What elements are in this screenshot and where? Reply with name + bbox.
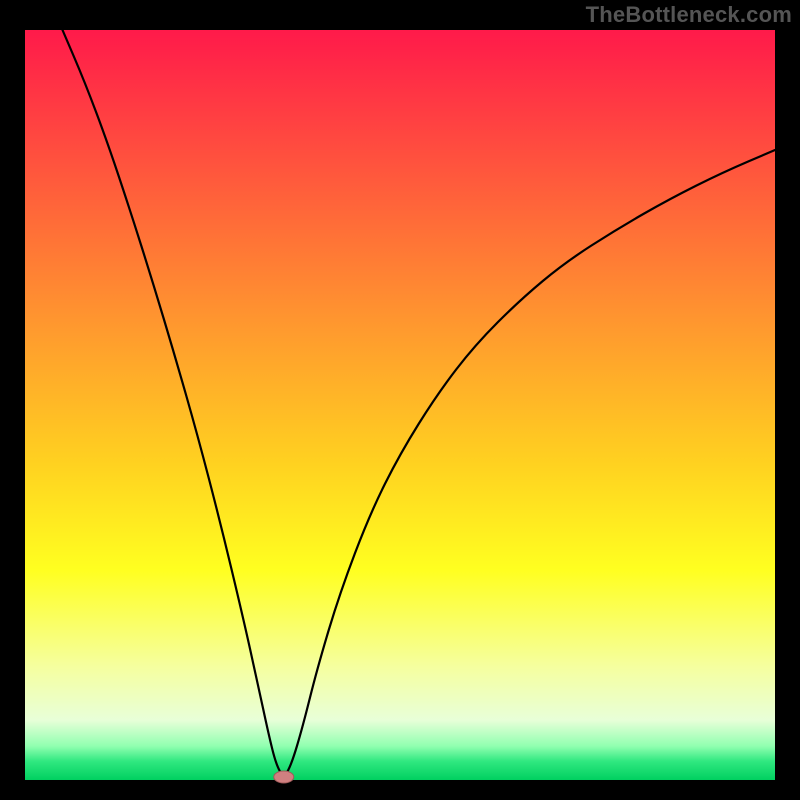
optimum-marker <box>274 771 294 783</box>
chart-container: TheBottleneck.com <box>0 0 800 800</box>
bottleneck-plot <box>0 0 800 800</box>
plot-background <box>25 30 775 780</box>
